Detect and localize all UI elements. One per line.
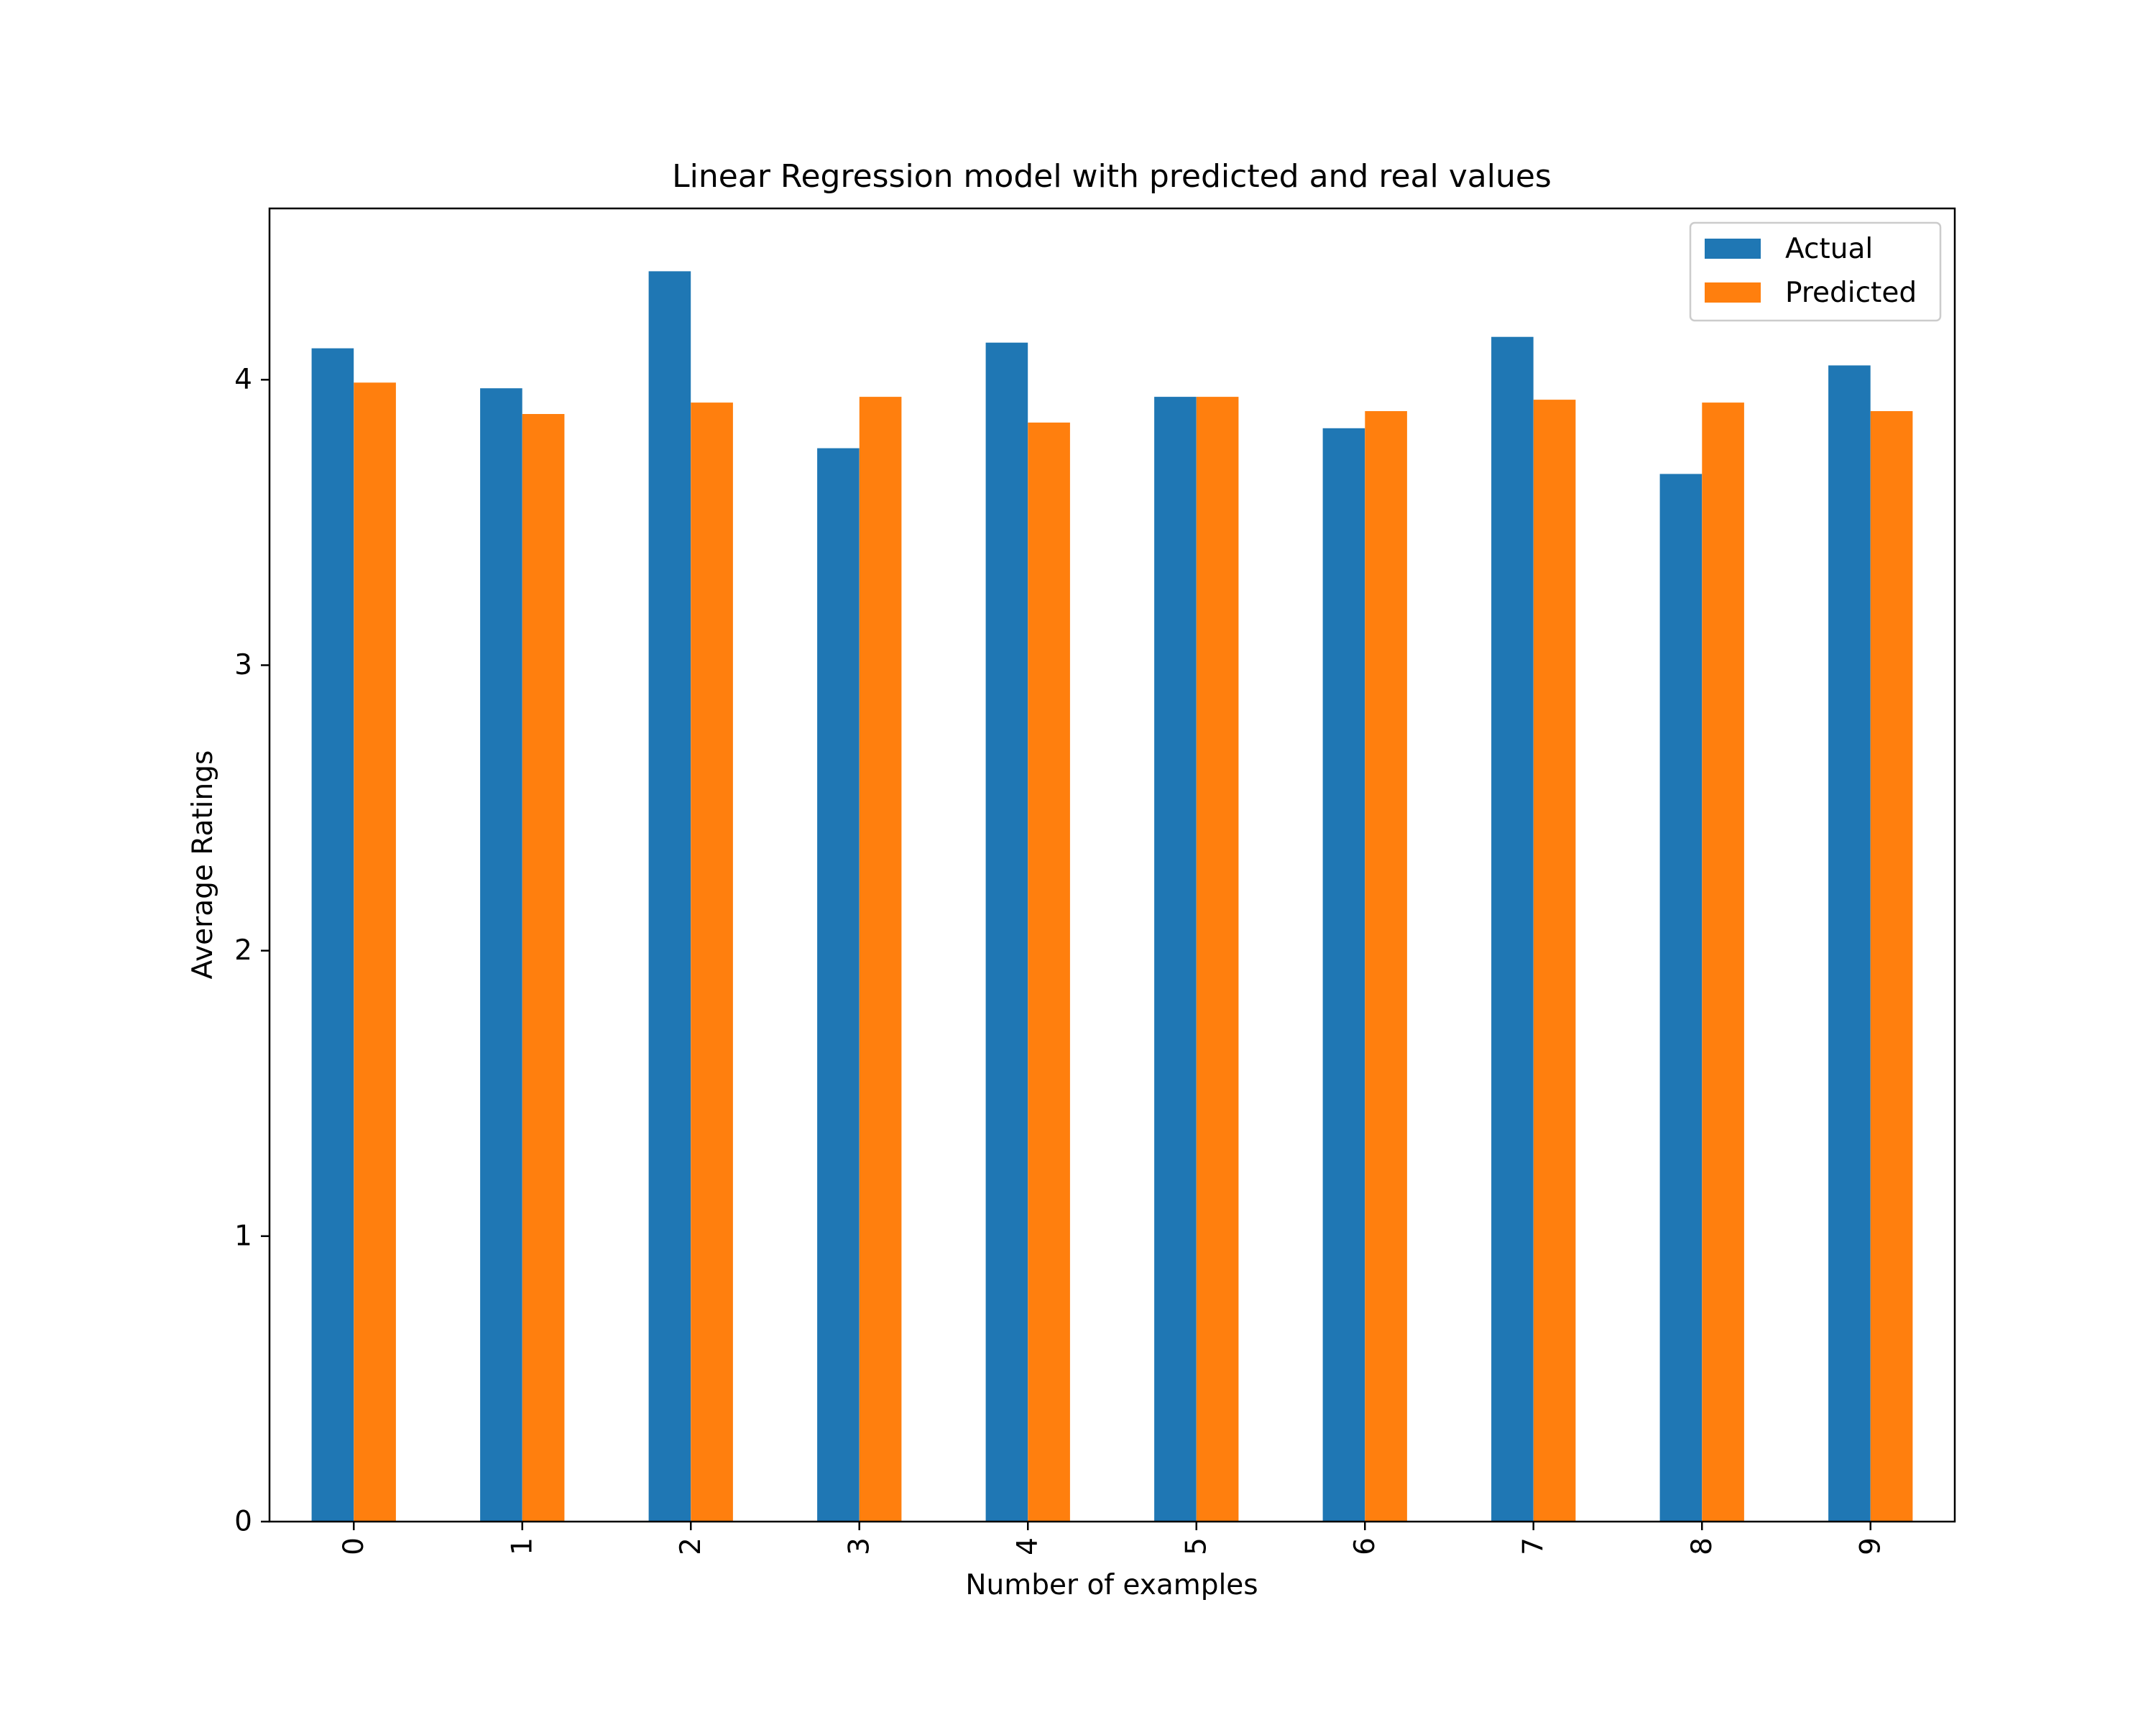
bar-predicted-1 <box>522 414 565 1522</box>
x-axis-label: Number of examples <box>965 1569 1258 1601</box>
y-tick-label: 2 <box>234 934 252 967</box>
chart-title: Linear Regression model with predicted a… <box>672 158 1552 195</box>
bar-actual-7 <box>1491 336 1534 1522</box>
plot-frame <box>268 207 1956 1523</box>
x-tick-label: 9 <box>1854 1537 1886 1555</box>
bar-predicted-2 <box>691 402 733 1522</box>
bars-layer <box>311 271 1913 1522</box>
y-tick-label: 1 <box>234 1220 252 1252</box>
x-tick-label: 2 <box>675 1537 707 1555</box>
x-tick-label: 7 <box>1517 1537 1549 1555</box>
legend-swatch-predicted <box>1705 282 1761 303</box>
y-axis-label: Average Ratings <box>187 750 219 980</box>
x-tick-label: 4 <box>1012 1537 1044 1555</box>
legend-label-actual: Actual <box>1785 233 1873 265</box>
legend: Actual Predicted <box>1689 221 1942 322</box>
bar-predicted-8 <box>1702 402 1744 1522</box>
x-tick-label: 1 <box>506 1537 538 1555</box>
y-tick-label: 4 <box>234 364 252 396</box>
bar-actual-4 <box>985 342 1028 1522</box>
y-tick-label: 3 <box>234 649 252 681</box>
bar-predicted-0 <box>354 382 396 1522</box>
bar-actual-9 <box>1828 365 1871 1522</box>
bar-actual-6 <box>1322 428 1365 1522</box>
x-tick-label: 5 <box>1180 1537 1212 1555</box>
bar-predicted-5 <box>1196 397 1239 1522</box>
bar-actual-1 <box>480 388 522 1522</box>
bar-predicted-6 <box>1365 411 1407 1522</box>
y-tick-label: 0 <box>234 1506 252 1538</box>
bar-predicted-4 <box>1028 422 1070 1522</box>
x-tick-label: 8 <box>1686 1537 1718 1555</box>
legend-swatch-actual <box>1705 239 1761 259</box>
bar-actual-8 <box>1659 474 1703 1522</box>
bar-actual-0 <box>311 348 354 1522</box>
x-tick-label: 6 <box>1349 1537 1381 1555</box>
bar-actual-3 <box>817 448 860 1522</box>
bar-predicted-7 <box>1533 400 1576 1522</box>
bar-predicted-3 <box>859 397 902 1522</box>
bar-actual-5 <box>1154 397 1197 1522</box>
bar-actual-2 <box>648 271 691 1522</box>
x-tick-label: 3 <box>843 1537 875 1555</box>
ticks-layer: 0 1 2 3 4 5 6 7 8 9 0 1 2 3 4 <box>234 364 1886 1555</box>
legend-label-predicted: Predicted <box>1785 277 1917 309</box>
x-tick-label: 0 <box>338 1537 370 1555</box>
bar-predicted-9 <box>1870 411 1913 1522</box>
